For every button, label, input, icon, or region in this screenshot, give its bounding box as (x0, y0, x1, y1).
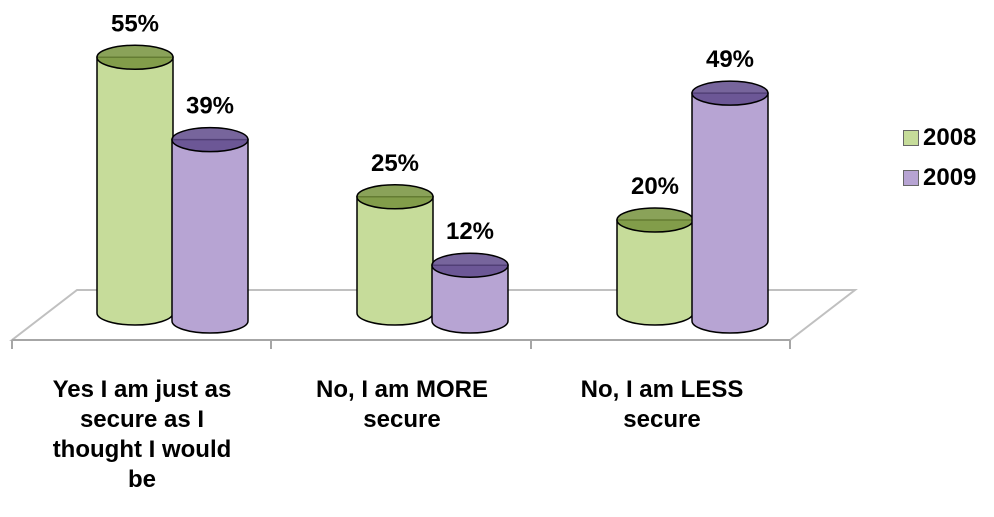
legend-swatch-2009 (903, 170, 919, 186)
bar-2009-0 (171, 126, 249, 334)
data-label-2009-0: 39% (186, 93, 234, 120)
data-label-2009-2: 49% (706, 46, 754, 73)
bar-2009-1 (431, 252, 509, 334)
bar-body-2008-1 (356, 196, 434, 326)
legend-label-2008: 2008 (923, 124, 977, 151)
data-label-2008-0: 55% (111, 10, 159, 37)
bar-top-2008-2 (616, 207, 694, 233)
bar-2008-1 (356, 184, 434, 326)
bar-2008-0 (96, 44, 174, 326)
legend-item-2008: 2008 (903, 118, 976, 158)
bar-top-2009-2 (691, 80, 769, 106)
category-label-2: No, I am LESS secure (580, 376, 744, 433)
category-label-1: No, I am MORE secure (315, 376, 489, 433)
legend-swatch-2008 (903, 130, 919, 146)
bar-layer (96, 44, 769, 334)
bar-top-2008-0 (96, 44, 174, 70)
bar-top-2009-0 (171, 126, 249, 153)
bar-body-2008-2 (616, 219, 694, 326)
data-label-layer: 55% 39% 25% 12% 20% 49% (111, 10, 754, 245)
bar-body-2009-2 (691, 92, 769, 334)
category-label-0: Yes I am just as secure as I thought I w… (52, 376, 232, 493)
data-label-2008-1: 25% (371, 150, 419, 177)
bar-body-2009-1 (431, 264, 509, 334)
bar-body-2009-0 (171, 138, 249, 334)
legend-label-2009: 2009 (923, 164, 977, 191)
bar-top-2009-1 (431, 252, 509, 278)
data-label-2009-1: 12% (446, 218, 494, 245)
legend: 2008 2009 (903, 118, 976, 198)
legend-item-2009: 2009 (903, 158, 976, 198)
bar-body-2008-0 (96, 56, 174, 326)
bar-2009-2 (691, 80, 769, 334)
bar-2008-2 (616, 207, 694, 326)
data-label-2008-2: 20% (631, 173, 679, 200)
bar-top-2008-1 (356, 184, 434, 210)
